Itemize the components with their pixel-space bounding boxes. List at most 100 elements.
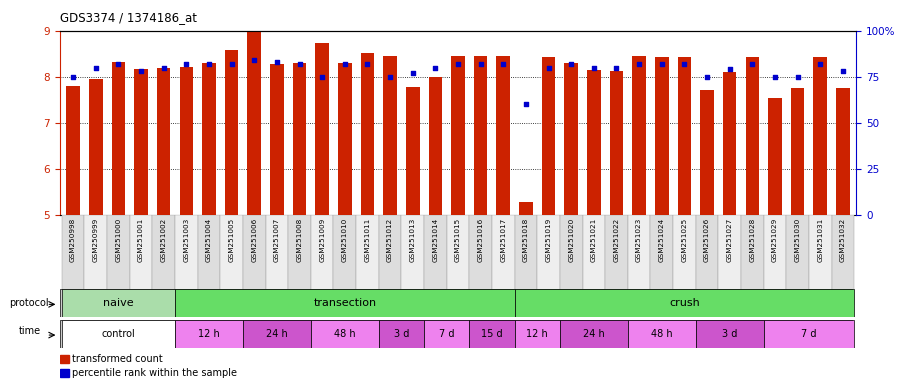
Point bbox=[179, 61, 193, 67]
Bar bbox=[202, 63, 216, 215]
Text: GSM251019: GSM251019 bbox=[546, 218, 551, 262]
Text: GSM251003: GSM251003 bbox=[183, 218, 190, 262]
Point bbox=[745, 61, 759, 67]
Bar bbox=[293, 63, 306, 215]
Bar bbox=[247, 32, 261, 215]
Bar bbox=[627, 215, 650, 305]
Bar bbox=[474, 56, 487, 215]
Bar bbox=[60, 369, 69, 377]
Bar bbox=[84, 215, 107, 305]
Text: transection: transection bbox=[313, 298, 376, 308]
Point bbox=[541, 65, 556, 71]
Bar bbox=[220, 215, 243, 305]
Text: GSM251024: GSM251024 bbox=[659, 218, 665, 262]
Bar bbox=[130, 215, 152, 305]
Bar bbox=[89, 79, 103, 215]
Text: GSM251010: GSM251010 bbox=[342, 218, 348, 262]
Bar bbox=[560, 215, 583, 305]
Point bbox=[791, 74, 805, 80]
Text: GSM251023: GSM251023 bbox=[636, 218, 642, 262]
Text: GSM251020: GSM251020 bbox=[568, 218, 574, 262]
Point bbox=[134, 68, 148, 74]
Point bbox=[224, 61, 239, 67]
Text: 3 d: 3 d bbox=[394, 329, 409, 339]
Bar bbox=[401, 215, 424, 305]
Text: GDS3374 / 1374186_at: GDS3374 / 1374186_at bbox=[60, 12, 197, 25]
Bar bbox=[515, 215, 538, 305]
Bar bbox=[180, 67, 193, 215]
Text: GSM251011: GSM251011 bbox=[365, 218, 370, 262]
Text: GSM251032: GSM251032 bbox=[840, 218, 845, 262]
Bar bbox=[700, 90, 714, 215]
Bar bbox=[538, 215, 560, 305]
Bar bbox=[809, 215, 832, 305]
Bar bbox=[627, 320, 696, 348]
Bar bbox=[224, 50, 238, 215]
Text: time: time bbox=[18, 326, 41, 336]
Bar bbox=[678, 58, 692, 215]
Bar bbox=[135, 68, 147, 215]
Text: GSM251000: GSM251000 bbox=[115, 218, 122, 262]
Text: GSM251027: GSM251027 bbox=[726, 218, 733, 262]
Text: 24 h: 24 h bbox=[266, 329, 288, 339]
Point bbox=[383, 74, 398, 80]
Bar bbox=[61, 320, 175, 348]
Text: GSM251030: GSM251030 bbox=[794, 218, 801, 262]
Text: GSM251001: GSM251001 bbox=[138, 218, 144, 262]
Point bbox=[700, 74, 714, 80]
Bar bbox=[378, 215, 401, 305]
Bar bbox=[406, 87, 420, 215]
Bar bbox=[492, 215, 515, 305]
Text: 12 h: 12 h bbox=[527, 329, 548, 339]
Point bbox=[812, 61, 827, 67]
Bar bbox=[270, 64, 284, 215]
Point bbox=[337, 61, 352, 67]
Text: 48 h: 48 h bbox=[334, 329, 355, 339]
Bar bbox=[583, 215, 605, 305]
Point bbox=[247, 57, 262, 63]
Bar bbox=[338, 63, 352, 215]
Bar bbox=[764, 215, 786, 305]
Bar bbox=[541, 58, 555, 215]
Point bbox=[111, 61, 125, 67]
Text: GSM251029: GSM251029 bbox=[772, 218, 778, 262]
Bar bbox=[429, 77, 442, 215]
Point bbox=[157, 65, 171, 71]
Bar bbox=[315, 43, 329, 215]
Text: GSM251031: GSM251031 bbox=[817, 218, 823, 262]
Bar bbox=[356, 215, 378, 305]
Text: percentile rank within the sample: percentile rank within the sample bbox=[72, 368, 237, 378]
Bar bbox=[378, 320, 424, 348]
Bar bbox=[836, 88, 850, 215]
Text: GSM251012: GSM251012 bbox=[387, 218, 393, 262]
Text: 7 d: 7 d bbox=[439, 329, 454, 339]
Text: GSM251005: GSM251005 bbox=[229, 218, 234, 262]
Bar bbox=[587, 70, 601, 215]
Bar bbox=[383, 56, 397, 215]
Text: GSM251009: GSM251009 bbox=[319, 218, 325, 262]
Bar bbox=[198, 215, 220, 305]
Bar bbox=[696, 215, 718, 305]
Bar bbox=[746, 58, 759, 215]
Bar bbox=[424, 215, 447, 305]
Bar bbox=[673, 215, 696, 305]
Text: GSM251015: GSM251015 bbox=[455, 218, 461, 262]
Text: 3 d: 3 d bbox=[722, 329, 737, 339]
Bar bbox=[66, 86, 80, 215]
Bar bbox=[61, 215, 84, 305]
Bar bbox=[769, 98, 781, 215]
Text: protocol: protocol bbox=[9, 298, 49, 308]
Bar bbox=[289, 215, 311, 305]
Text: GSM251026: GSM251026 bbox=[704, 218, 710, 262]
Bar bbox=[157, 68, 170, 215]
Bar bbox=[723, 72, 736, 215]
Bar bbox=[452, 56, 464, 215]
Bar bbox=[515, 320, 560, 348]
Text: 12 h: 12 h bbox=[198, 329, 220, 339]
Bar bbox=[112, 62, 125, 215]
Point bbox=[315, 74, 330, 80]
Text: GSM251028: GSM251028 bbox=[749, 218, 756, 262]
Text: GSM250998: GSM250998 bbox=[71, 218, 76, 262]
Text: GSM251016: GSM251016 bbox=[477, 218, 484, 262]
Bar bbox=[60, 356, 69, 363]
